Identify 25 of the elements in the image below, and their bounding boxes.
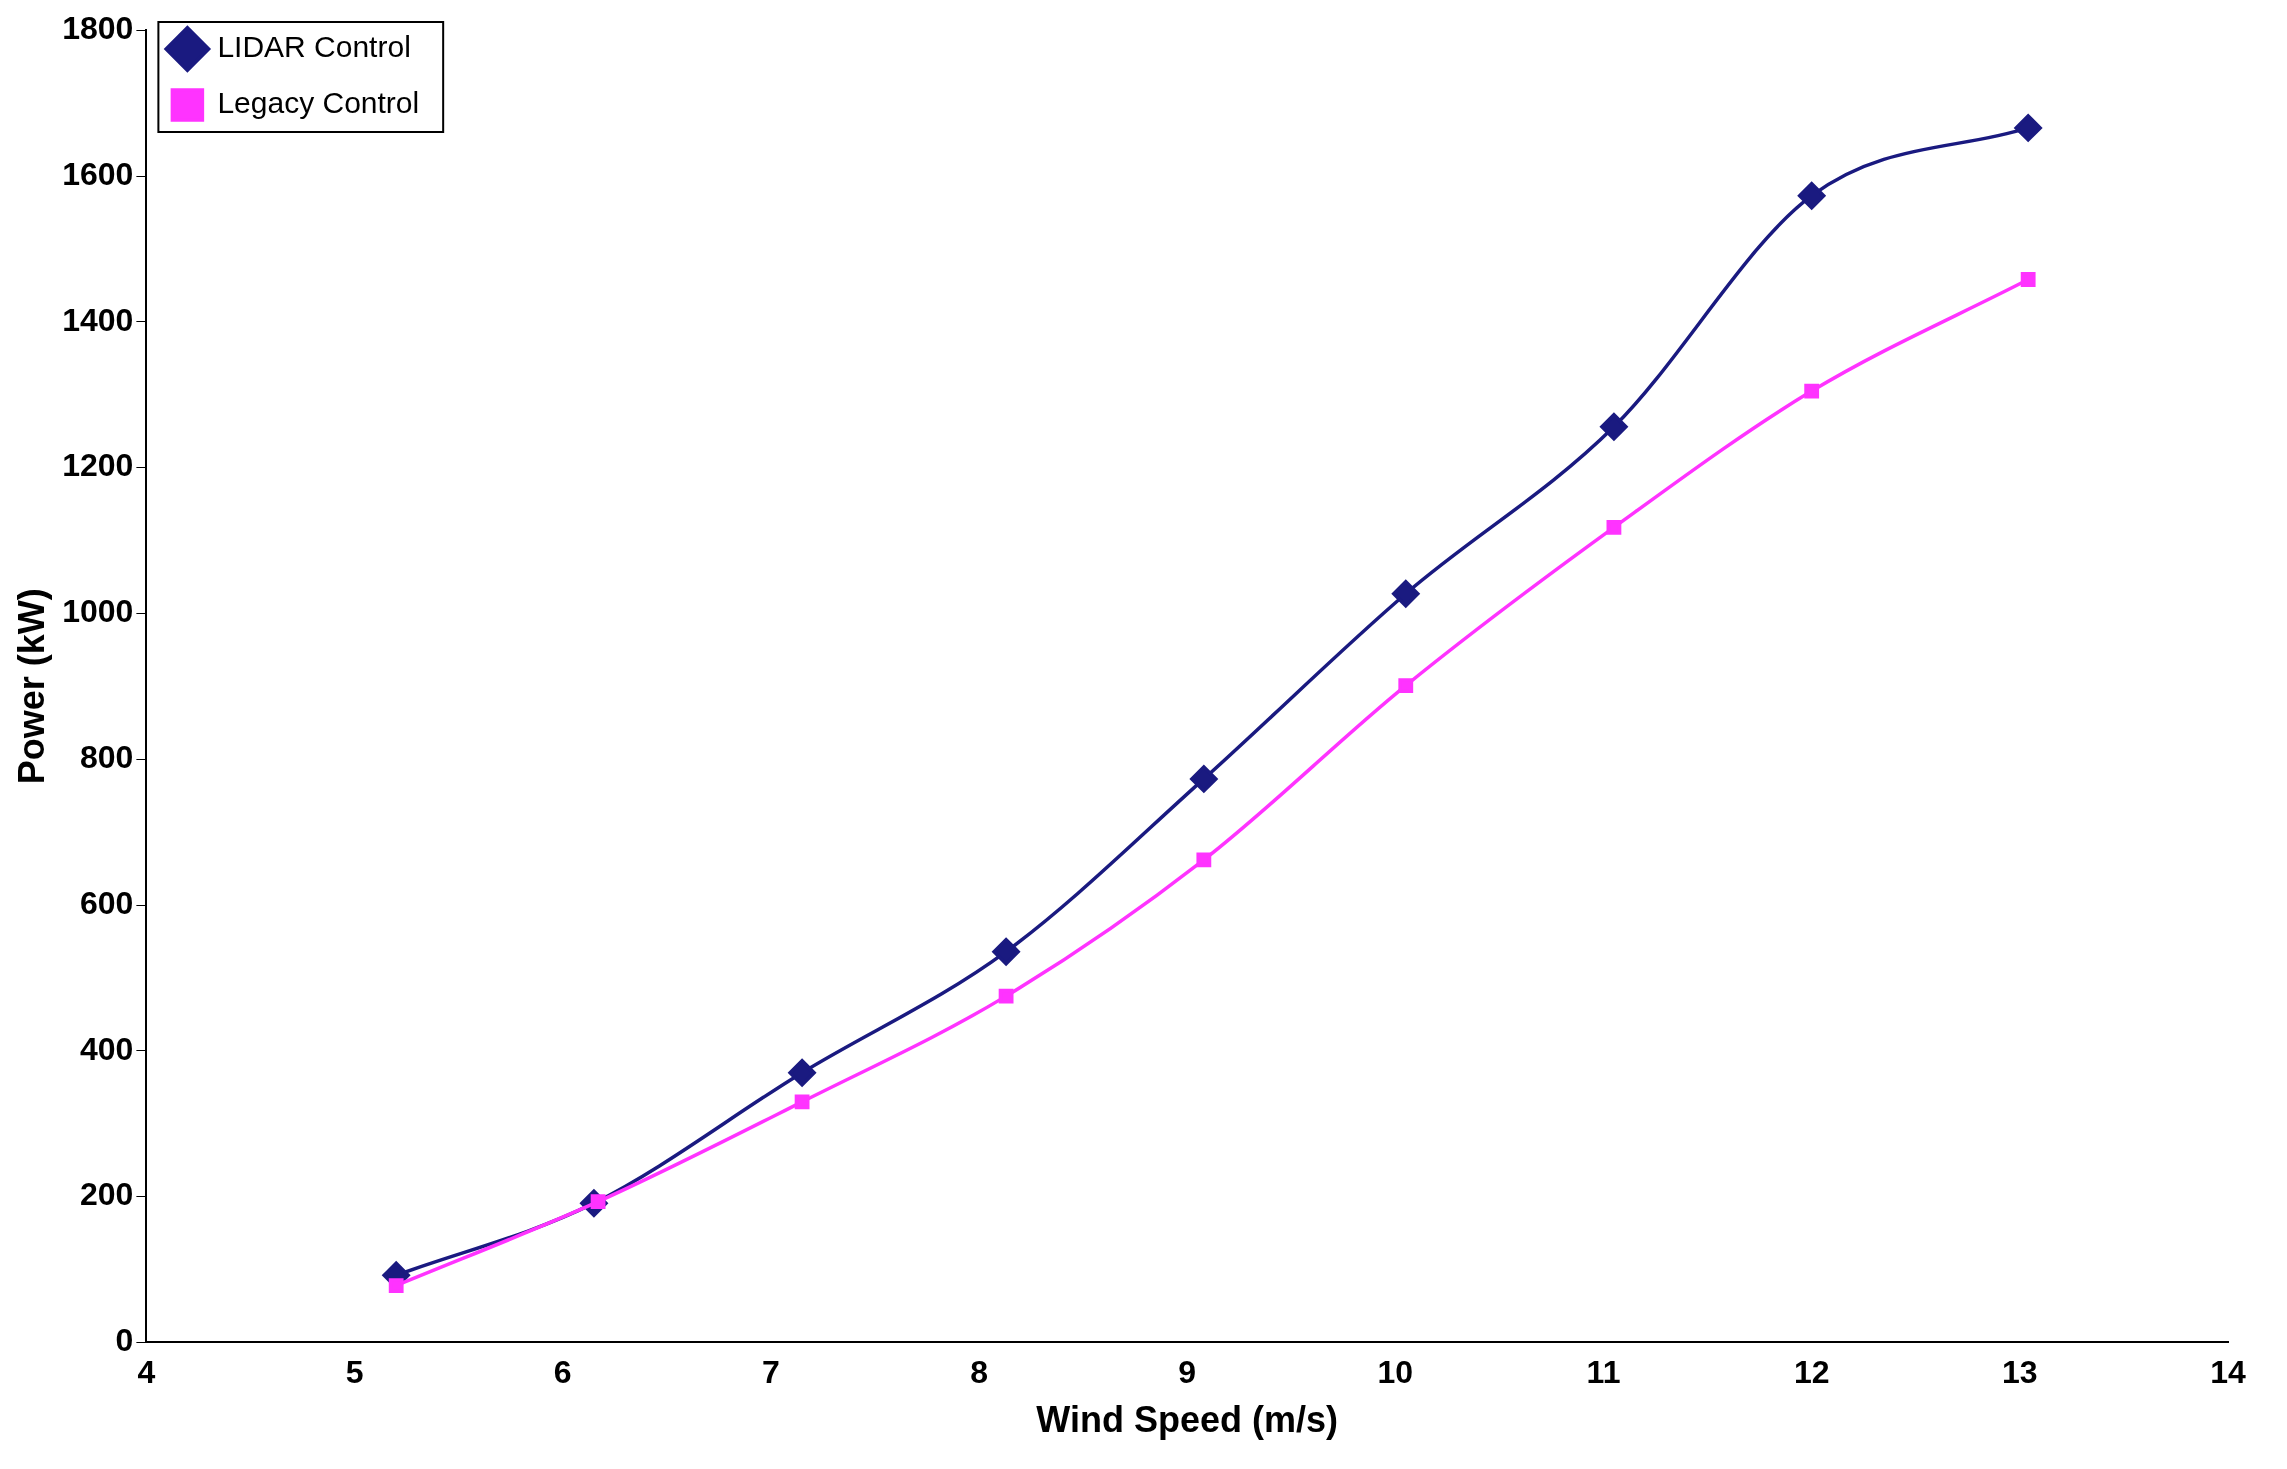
y-tick-label: 200 [80,1176,134,1213]
y-tick-label: 600 [80,884,134,921]
x-tick-label: 14 [2210,1354,2246,1391]
y-tick-label: 1400 [62,301,134,338]
y-tick-label: 400 [80,1030,134,1067]
x-tick-label: 9 [1178,1354,1197,1391]
y-tick-label: 1600 [62,155,134,192]
x-tick-label: 11 [1586,1354,1621,1391]
x-tick-label: 7 [761,1354,780,1391]
y-tick-label: 1000 [62,593,134,630]
y-tick-label: 800 [80,739,134,776]
x-axis-title: Wind Speed (m/s) [1036,1399,1339,1441]
legend-label: Legacy Control [217,86,420,120]
y-axis-title: Power (kW) [10,588,52,785]
x-tick-label: 10 [1377,1354,1414,1391]
y-tick-label: 1200 [62,447,134,484]
x-tick-label: 8 [970,1354,988,1391]
x-tick-label: 13 [2002,1354,2038,1391]
legend-label: LIDAR Control [217,30,411,64]
x-tick-label: 6 [553,1354,572,1391]
y-tick-label: 1800 [62,10,134,47]
x-tick-label: 5 [345,1354,364,1391]
y-tick-label: 0 [115,1322,134,1359]
x-tick-label: 4 [137,1354,156,1391]
x-tick-label: 12 [1793,1354,1830,1391]
